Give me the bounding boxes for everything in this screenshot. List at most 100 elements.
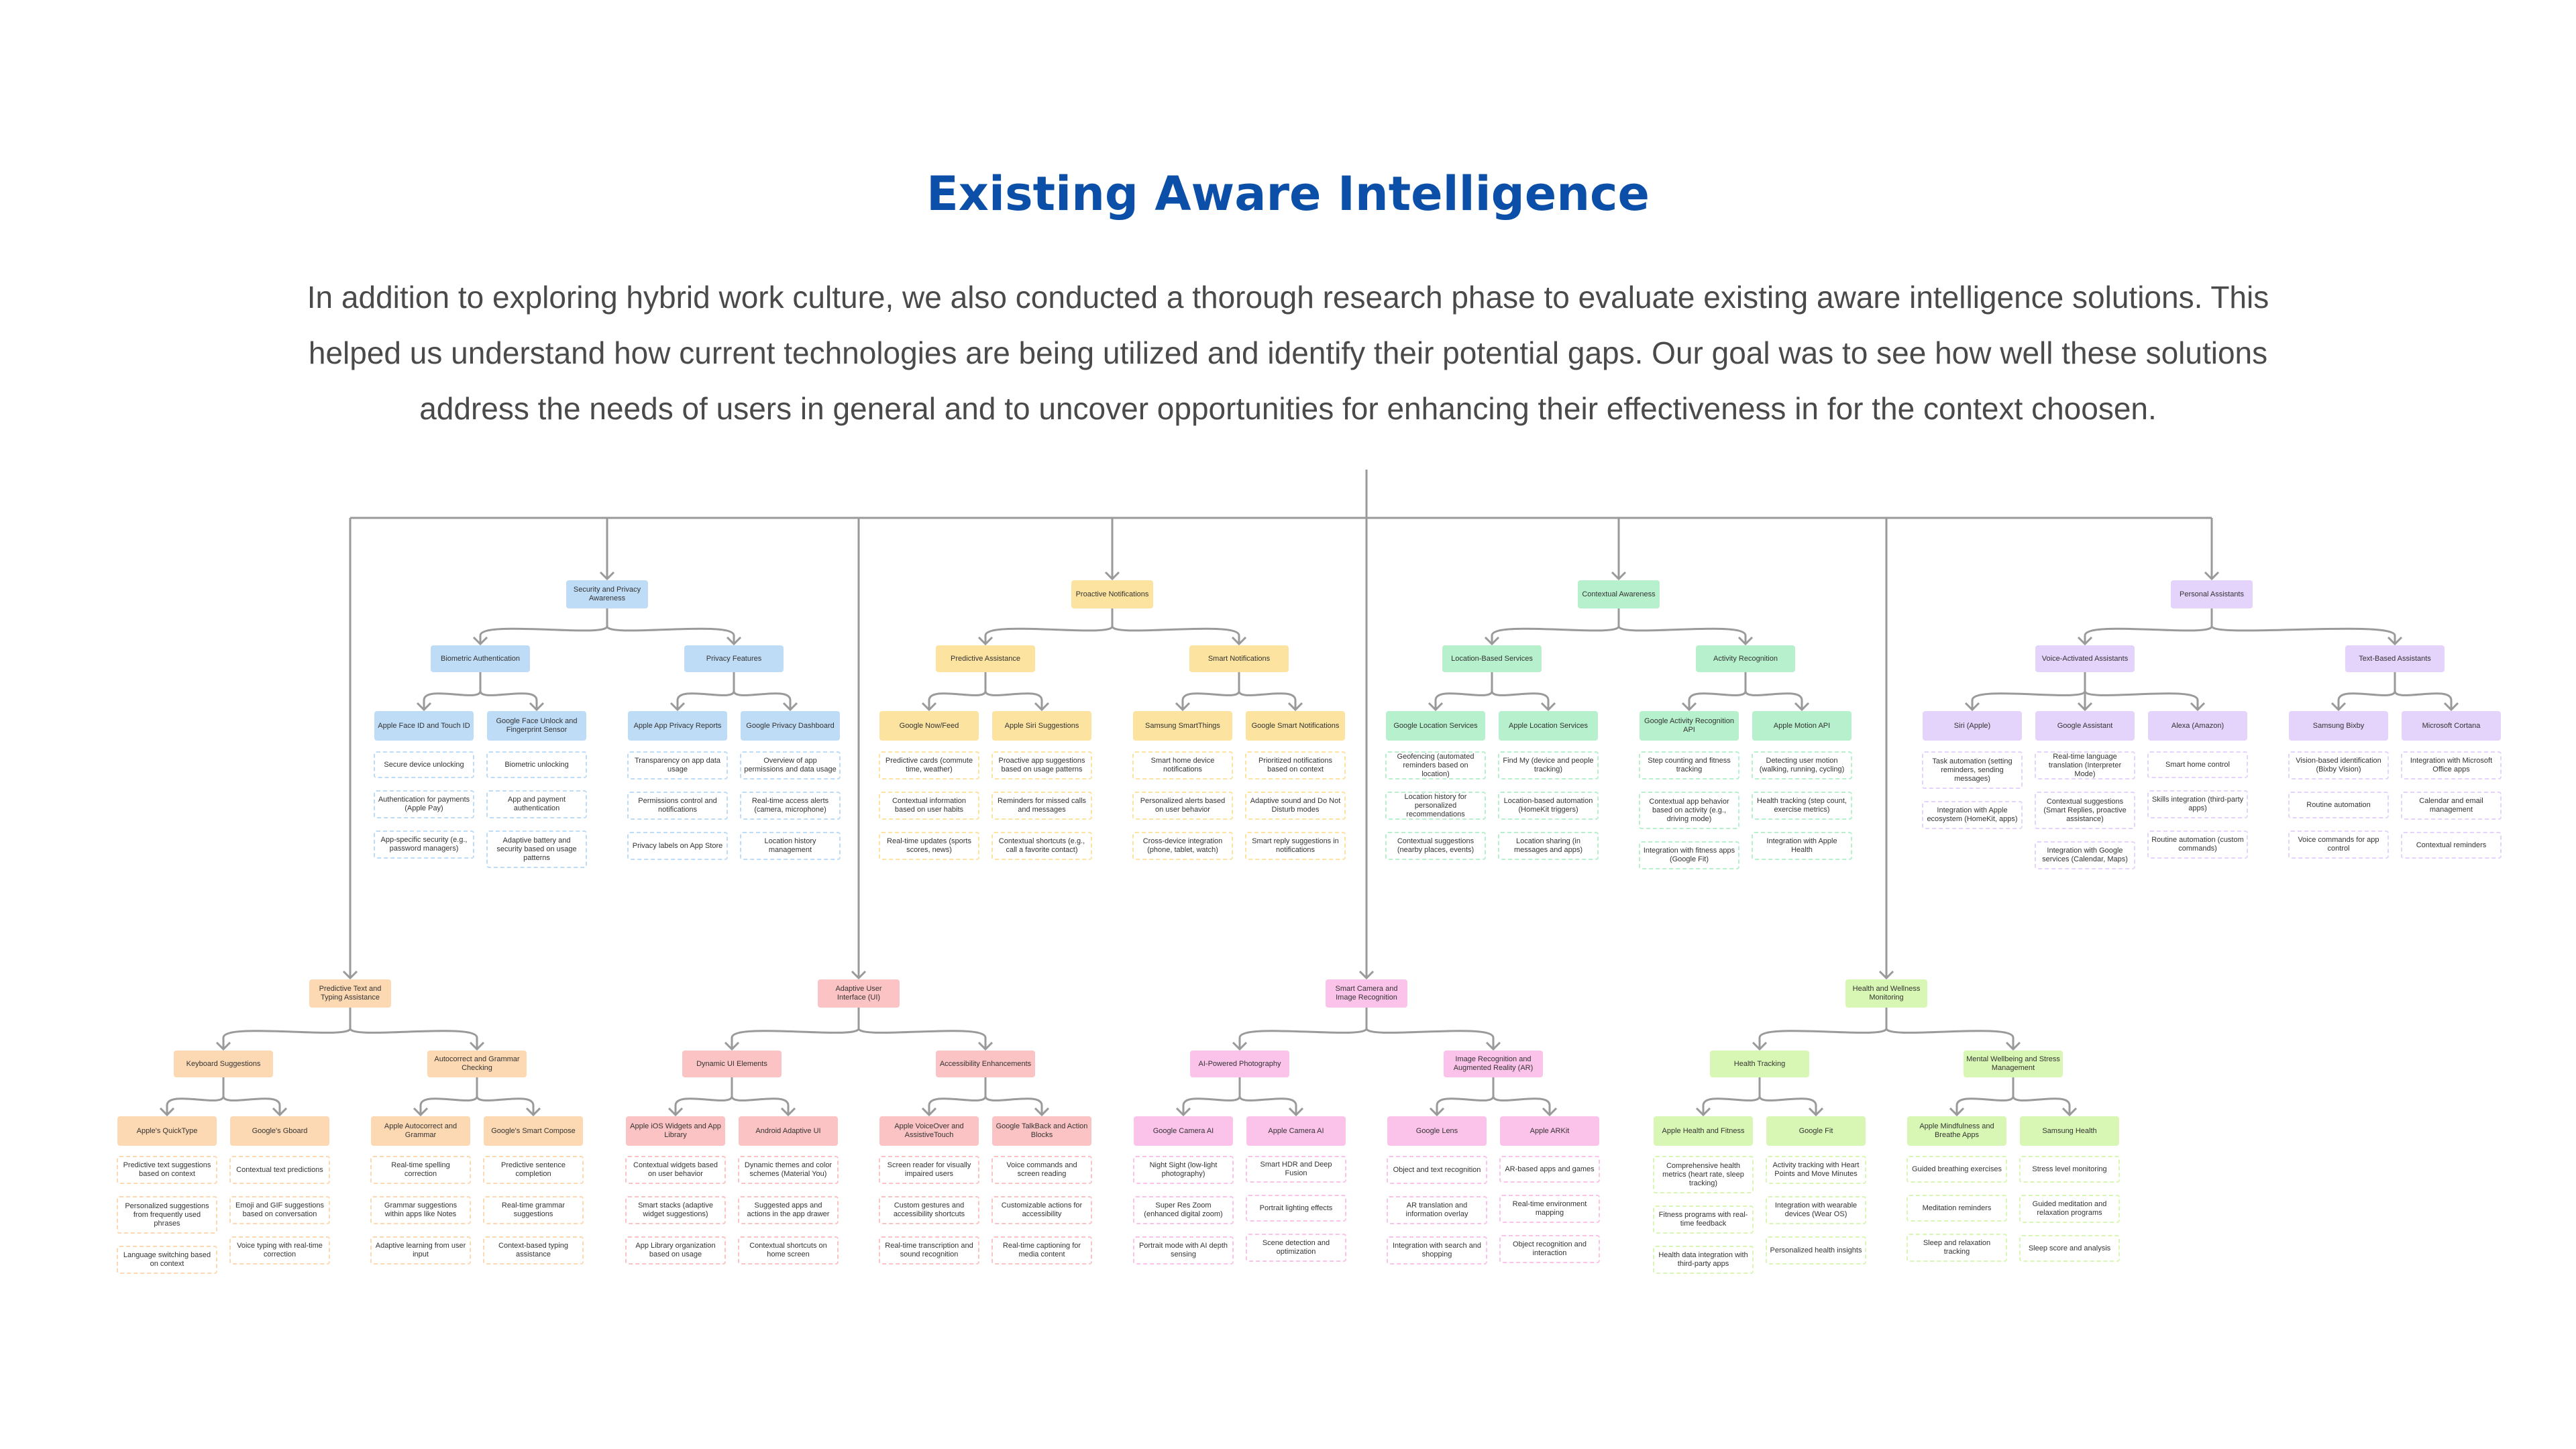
product-google-s-gboard: Google's Gboard [230, 1116, 329, 1146]
connector-line [921, 1107, 937, 1117]
feature-item: Integration with Apple Health [1752, 832, 1852, 860]
connector-line [416, 702, 432, 712]
feature-item: Location sharing (in messages and apps) [1498, 832, 1599, 860]
product-google-face-unlock-and-fingerprint-sensor: Google Face Unlock and Fingerprint Senso… [487, 711, 586, 741]
feature-item: Smart stacks (adaptive widget suggestion… [625, 1196, 726, 1224]
feature-item: Skills integration (third-party apps) [2147, 790, 2248, 818]
group-activity-recognition: Activity Recognition [1696, 645, 1795, 672]
connector-line [413, 1107, 429, 1117]
feature-item: Night Sight (low-light photography) [1133, 1156, 1234, 1184]
connector-line [977, 1041, 994, 1051]
connector-line [2084, 625, 2213, 644]
connector-line [1885, 1028, 2015, 1049]
product-google-fit: Google Fit [1766, 1116, 1866, 1146]
feature-item: Smart home device notifications [1132, 751, 1233, 780]
connector-line [676, 690, 735, 710]
feature-item: Super Res Zoom (enhanced digital zoom) [1133, 1196, 1234, 1224]
category-smart-camera-and-image-recognition: Smart Camera and Image Recognition [1326, 979, 1407, 1008]
connector-line [1485, 1041, 1501, 1051]
connector-line [1617, 625, 1747, 644]
product-google-camera-ai: Google Camera AI [1134, 1116, 1233, 1146]
group-biometric-authentication: Biometric Authentication [431, 645, 530, 672]
feature-item: Smart home control [2147, 751, 2248, 778]
product-google-s-smart-compose: Google's Smart Compose [484, 1116, 583, 1146]
connector-line [733, 690, 792, 710]
feature-item: Fitness programs with real-time feedback [1653, 1205, 1754, 1234]
connector-line [674, 1095, 733, 1115]
group-voice-activated-assistants: Voice-Activated Assistants [2035, 645, 2135, 672]
feature-item: App-specific security (e.g., password ma… [374, 830, 474, 859]
connector-line [1287, 702, 1303, 712]
feature-item: App Library organization based on usage [625, 1236, 726, 1265]
group-image-recognition-and-augmented-reality-ar: Image Recognition and Augmented Reality … [1444, 1051, 1543, 1077]
connector-line [1491, 690, 1550, 710]
connector-line [1695, 1107, 1711, 1117]
feature-item: Real-time spelling correction [370, 1156, 471, 1184]
feature-item: Contextual text predictions [229, 1156, 330, 1184]
connector-line [342, 970, 358, 980]
product-apple-camera-ai: Apple Camera AI [1246, 1116, 1346, 1146]
connector-line [1794, 702, 1810, 712]
connector-line [1358, 970, 1375, 980]
connector-line [2005, 1041, 2021, 1051]
product-apple-voiceover-and-assistivetouch: Apple VoiceOver and AssistiveTouch [879, 1116, 979, 1146]
connector-line [1365, 1028, 1495, 1049]
connector-line [419, 1095, 478, 1115]
feature-item: Integration with Google services (Calend… [2035, 841, 2135, 869]
connector-line [599, 571, 615, 581]
feature-item: Real-time transcription and sound recogn… [879, 1236, 979, 1265]
feature-item: Portrait lighting effects [1246, 1195, 1346, 1222]
category-predictive-text-and-typing-assistance: Predictive Text and Typing Assistance [309, 979, 391, 1008]
feature-item: Real-time environment mapping [1499, 1195, 1600, 1223]
feature-item: Task automation (setting reminders, send… [1922, 751, 2023, 789]
connector-line [984, 625, 1114, 644]
connector-line [724, 1041, 740, 1051]
feature-item: Permissions control and notifications [627, 792, 728, 820]
group-autocorrect-and-grammar-checking: Autocorrect and Grammar Checking [427, 1051, 527, 1077]
feature-item: Contextual app behavior based on activit… [1639, 792, 1739, 829]
feature-item: Location history for personalized recomm… [1385, 792, 1486, 820]
feature-item: Voice typing with real-time correction [229, 1236, 330, 1265]
connector-line [166, 1095, 225, 1115]
connector-line [928, 1095, 987, 1115]
feature-item: Guided breathing exercises [1907, 1156, 2007, 1183]
category-security-and-privacy-awareness: Security and Privacy Awareness [566, 580, 648, 608]
connector-line [2337, 690, 2396, 710]
feature-item: Language switching based on context [117, 1246, 217, 1274]
feature-item: Secure device unlocking [374, 751, 474, 778]
connector-line [469, 1041, 485, 1051]
feature-item: Integration with Apple ecosystem (HomeKi… [1922, 801, 2023, 829]
connector-line [606, 625, 735, 644]
feature-item: Comprehensive health metrics (heart rate… [1653, 1156, 1754, 1193]
feature-item: Contextual suggestions (nearby places, e… [1385, 832, 1486, 860]
feature-item: Activity tracking with Heart Points and … [1766, 1156, 1866, 1184]
feature-item: Dynamic themes and color schemes (Materi… [738, 1156, 839, 1184]
product-apple-ios-widgets-and-app-library: Apple iOS Widgets and App Library [626, 1116, 725, 1146]
feature-item: Meditation reminders [1907, 1195, 2007, 1222]
feature-item: Vision-based identification (Bixby Visio… [2288, 751, 2389, 780]
feature-item: Privacy labels on App Store [627, 832, 728, 860]
product-apple-health-and-fitness: Apple Health and Fitness [1654, 1116, 1753, 1146]
group-keyboard-suggestions: Keyboard Suggestions [174, 1051, 273, 1077]
feature-item: Contextual reminders [2401, 832, 2502, 859]
connector-line [1238, 1095, 1297, 1115]
feature-item: Adaptive battery and security based on u… [486, 830, 587, 868]
connector-line [1181, 690, 1240, 710]
connector-line [1758, 1028, 1888, 1049]
product-samsung-health: Samsung Health [2020, 1116, 2119, 1146]
connector-line [1111, 625, 1240, 644]
product-microsoft-cortana: Microsoft Cortana [2402, 711, 2501, 741]
feature-item: Personalized health insights [1766, 1236, 1866, 1265]
group-ai-powered-photography: AI-Powered Photography [1190, 1051, 1289, 1077]
product-google-activity-recognition-api: Google Activity Recognition API [1640, 711, 1739, 741]
connector-line [476, 1095, 535, 1115]
group-smart-notifications: Smart Notifications [1189, 645, 1289, 672]
product-apple-autocorrect-and-grammar: Apple Autocorrect and Grammar [371, 1116, 470, 1146]
product-apple-location-services: Apple Location Services [1499, 711, 1598, 741]
feature-item: Routine automation [2288, 792, 2389, 818]
connector-line [215, 1041, 231, 1051]
feature-item: Authentication for payments (Apple Pay) [374, 790, 474, 818]
connector-line [1484, 636, 1500, 646]
connector-line [1034, 702, 1050, 712]
